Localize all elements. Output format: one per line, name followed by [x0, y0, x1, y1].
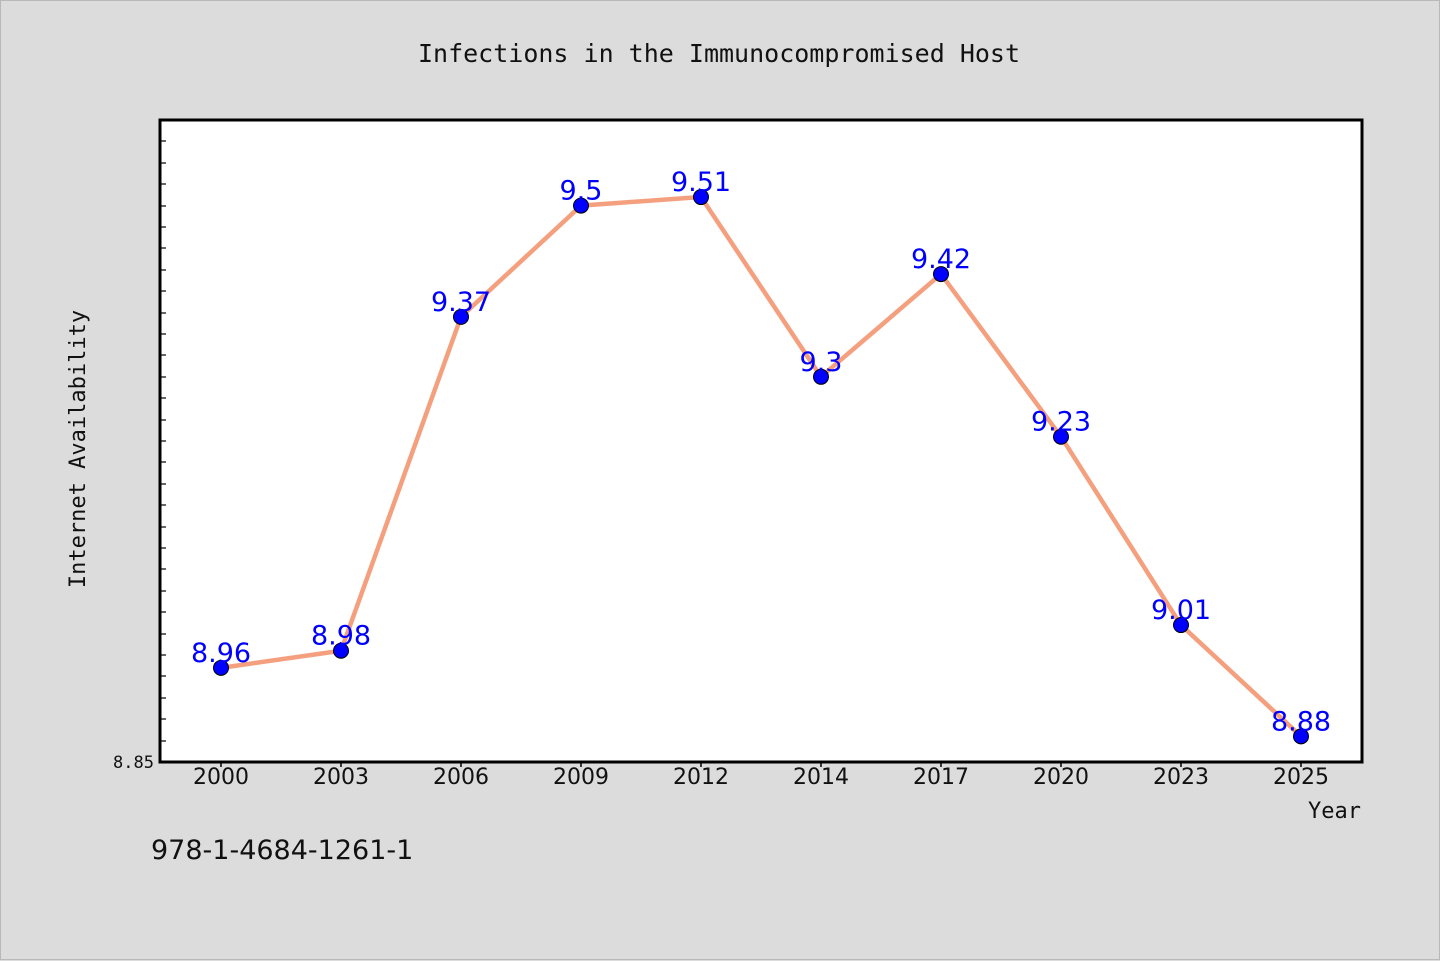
data-point-marker — [573, 197, 589, 214]
x-tick-label: 2006 — [433, 765, 489, 790]
data-label: 9.51 — [671, 167, 731, 198]
x-tick-label: 2014 — [793, 765, 849, 790]
series-line-group — [218, 194, 1304, 739]
data-label: 9.01 — [1151, 595, 1211, 626]
data-point-marker — [1053, 428, 1069, 445]
x-tick-label: 2000 — [193, 765, 249, 790]
data-label: 9.3 — [800, 347, 843, 378]
x-tick-label: 2023 — [1153, 765, 1209, 790]
data-label: 9.23 — [1031, 407, 1091, 438]
data-point-marker — [453, 308, 469, 325]
x-tick-label: 2003 — [313, 765, 369, 790]
data-point-marker — [213, 659, 229, 676]
data-point-marker — [813, 368, 829, 385]
data-label: 9.5 — [560, 176, 603, 207]
data-label: 8.88 — [1271, 706, 1331, 737]
isbn-footer: 978-1-4684-1261-1 — [151, 835, 414, 866]
data-label: 9.37 — [431, 287, 491, 318]
x-axis-ticks — [220, 761, 1302, 767]
data-point-marker — [933, 266, 949, 283]
data-point-marker — [1293, 728, 1309, 745]
y-axis-ticks — [160, 140, 166, 742]
data-point-marker — [693, 189, 709, 206]
x-tick-label: 2009 — [553, 765, 609, 790]
x-tick-label: 2017 — [913, 765, 969, 790]
plot-area — [158, 118, 1364, 764]
y-axis-label: Internet Availability — [66, 310, 91, 588]
chart-title: Infections in the Immunocompromised Host — [418, 39, 1020, 68]
data-point-marker — [333, 642, 349, 659]
y-tick-label: 8.85 — [113, 753, 154, 773]
series-data-labels: 8.96 8.98 9.37 9.5 9.51 9.3 9.42 9.23 9.01 8.88 — [191, 167, 1331, 737]
data-label: 9.42 — [911, 244, 971, 275]
x-axis-label: Year — [1308, 799, 1361, 824]
x-axis-tick-labels: 2000 2003 2006 2009 2012 2014 2017 2020 2023 2025 — [193, 765, 1329, 790]
data-label: 8.98 — [311, 621, 371, 652]
series-line — [218, 194, 1304, 739]
x-tick-label: 2020 — [1033, 765, 1089, 790]
x-tick-label: 2025 — [1273, 765, 1329, 790]
data-point-marker — [1173, 617, 1189, 634]
series-markers — [213, 189, 1309, 745]
data-label: 8.96 — [191, 638, 251, 669]
x-tick-label: 2012 — [673, 765, 729, 790]
